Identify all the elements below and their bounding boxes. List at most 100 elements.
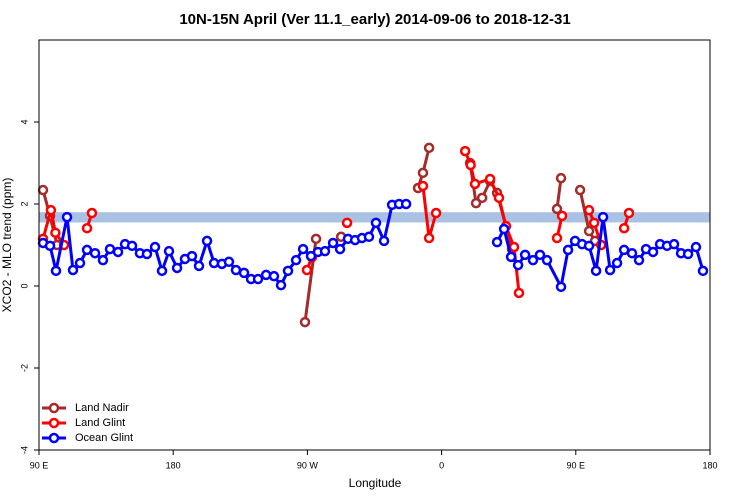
data-point: [469, 178, 481, 190]
data-point: [493, 192, 505, 204]
data-point: [37, 184, 49, 196]
data-point: [583, 240, 595, 252]
legend-label: Land Glint: [75, 417, 125, 429]
data-point: [44, 240, 56, 252]
legend-marker: [48, 432, 60, 444]
legend-marker: [48, 417, 60, 429]
data-point: [465, 159, 476, 171]
data-point: [400, 198, 412, 210]
data-point: [470, 197, 482, 209]
y-tick-label: 4: [19, 119, 29, 124]
data-point: [230, 264, 242, 276]
data-point: [618, 222, 630, 234]
data-point: [141, 248, 153, 260]
data-point: [512, 259, 524, 271]
data-point: [252, 273, 264, 285]
legend-label: Ocean Glint: [75, 432, 133, 444]
data-point: [623, 207, 635, 219]
data-point: [186, 250, 198, 262]
data-point: [301, 264, 313, 276]
data-point: [126, 240, 138, 252]
data-point: [423, 142, 435, 154]
data-point: [527, 254, 539, 266]
data-point: [319, 245, 331, 257]
data-point: [112, 246, 124, 258]
data-point: [61, 211, 73, 223]
reference-band: [39, 212, 710, 223]
x-axis-label: Longitude: [349, 476, 402, 490]
chart-title: 10N-15N April (Ver 11.1_early) 2014-09-0…: [179, 11, 570, 28]
x-tick-label: 90 W: [297, 460, 319, 470]
data-point: [556, 210, 568, 222]
y-axis-label: XCO2 - MLO trend (ppm): [0, 178, 14, 313]
series-line: [41, 209, 66, 246]
data-point: [476, 192, 488, 204]
data-point: [459, 145, 471, 157]
data-point: [223, 256, 235, 268]
data-point: [81, 244, 93, 256]
data-point: [423, 232, 435, 244]
data-point: [551, 203, 563, 215]
data-point: [430, 207, 442, 219]
data-point: [519, 249, 531, 261]
data-point: [697, 265, 709, 277]
data-point: [282, 265, 294, 277]
data-point: [50, 265, 62, 277]
data-point: [310, 233, 322, 245]
data-point: [378, 235, 390, 247]
data-point: [668, 238, 680, 250]
data-point: [574, 184, 586, 196]
data-point: [590, 265, 602, 277]
data-point: [171, 262, 183, 274]
data-point: [690, 241, 702, 253]
data-point: [238, 267, 250, 279]
data-point: [297, 243, 309, 255]
data-point: [299, 316, 311, 328]
data-point: [555, 172, 567, 184]
x-tick-label: 180: [166, 460, 181, 470]
y-tick-label: -4: [19, 446, 29, 454]
data-point: [682, 248, 694, 260]
data-point: [81, 222, 93, 234]
data-point: [583, 225, 595, 237]
data-point: [508, 241, 520, 253]
y-tick-label: 0: [19, 283, 29, 288]
data-point: [275, 279, 287, 291]
data-point: [86, 207, 98, 219]
data-point: [588, 217, 600, 229]
data-point: [505, 251, 517, 263]
data-point: [562, 244, 574, 256]
data-point: [513, 287, 525, 299]
y-tick-label: 2: [19, 201, 29, 206]
legend-marker: [48, 402, 60, 414]
data-point: [417, 180, 429, 192]
data-point: [74, 257, 86, 269]
data-point: [491, 236, 503, 248]
data-point: [597, 211, 609, 223]
x-tick-label: 0: [439, 460, 444, 470]
x-tick-label: 90 E: [30, 460, 49, 470]
data-point: [417, 167, 429, 179]
data-point: [370, 217, 382, 229]
data-point: [341, 217, 353, 229]
plot-frame: [38, 39, 711, 451]
data-point: [290, 254, 302, 266]
data-point: [484, 173, 496, 185]
data-point: [633, 254, 645, 266]
data-point: [334, 243, 346, 255]
data-point: [555, 281, 567, 293]
data-point: [583, 204, 595, 216]
data-point: [201, 235, 213, 247]
x-tick-label: 90 E: [567, 460, 586, 470]
data-point: [363, 231, 375, 243]
data-point: [193, 260, 205, 272]
x-tick-label: 180: [702, 460, 717, 470]
data-point: [626, 247, 638, 259]
data-point: [604, 264, 616, 276]
data-point: [67, 264, 79, 276]
data-point: [498, 223, 510, 235]
data-point: [327, 237, 339, 249]
data-point: [541, 254, 553, 266]
data-point: [163, 245, 175, 257]
